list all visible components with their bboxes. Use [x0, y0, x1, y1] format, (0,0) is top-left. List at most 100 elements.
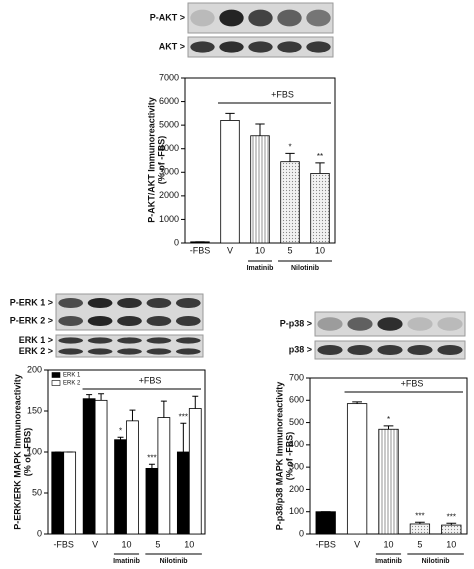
blot-band: [407, 344, 433, 356]
legend-label: ERK 1: [63, 373, 81, 379]
y-tick-label: 7000: [159, 72, 179, 82]
blot-band: [146, 337, 172, 344]
drug-label: Nilotinib: [422, 558, 450, 565]
error-bar: [117, 436, 124, 440]
blot-band: [117, 348, 142, 355]
blot-label: P-ERK 2 >: [10, 315, 53, 325]
error-bar: [285, 152, 295, 162]
y-tick-label: 500: [289, 417, 304, 427]
blot-band: [347, 344, 373, 356]
y-tick-label: 300: [289, 462, 304, 472]
bar: [51, 451, 65, 535]
x-tick-label: V: [354, 539, 360, 549]
blot-band: [117, 297, 142, 309]
significance: *: [387, 415, 390, 424]
blot-band: [87, 315, 113, 327]
y-tick-label: 0: [174, 237, 179, 247]
blot-label: ERK 1 >: [19, 335, 53, 345]
significance: ***: [179, 412, 188, 421]
bar: [250, 135, 270, 244]
x-tick-label: 10: [383, 539, 393, 549]
blot-label: P-AKT >: [150, 12, 185, 22]
blot-band: [277, 41, 302, 53]
error-bar: [415, 521, 425, 524]
significance: **: [317, 152, 323, 161]
x-tick-label: -FBS: [315, 539, 336, 549]
blot-band: [146, 297, 172, 309]
blot-band: [317, 344, 343, 356]
bar: [126, 420, 139, 535]
bar: [176, 451, 190, 535]
blot-band: [248, 41, 273, 53]
y-axis-label: (% of -FBS): [284, 432, 294, 481]
bar: [310, 173, 330, 244]
error-bar: [446, 522, 457, 526]
y-tick-label: 200: [27, 364, 42, 374]
significance: ***: [147, 453, 156, 462]
bar: [157, 417, 171, 535]
bar: [220, 120, 240, 244]
y-tick-label: 100: [27, 446, 42, 456]
x-tick-label: 5: [155, 539, 160, 549]
bar: [441, 524, 462, 535]
blot-band: [190, 41, 215, 53]
blot-label: p38 >: [289, 344, 312, 354]
drug-label: Imatinib: [113, 558, 140, 565]
blot-band: [87, 337, 113, 344]
error-bar: [315, 162, 325, 174]
blot-band: [175, 315, 201, 327]
bar: [63, 451, 77, 535]
bar: [94, 399, 108, 535]
blot-band: [175, 337, 201, 344]
y-tick-label: 4000: [159, 143, 179, 153]
blot-band: [347, 317, 373, 331]
drug-label: Nilotinib: [291, 265, 319, 272]
significance: *: [288, 143, 291, 152]
blot-label: AKT >: [159, 41, 185, 51]
error-bar: [225, 112, 235, 121]
bar: [346, 403, 368, 535]
error-bar: [352, 401, 362, 404]
x-tick-label: 5: [417, 539, 422, 549]
bar: [114, 439, 127, 535]
y-tick-label: 5000: [159, 120, 179, 130]
bar: [145, 467, 159, 535]
blot-band: [58, 297, 84, 309]
blot-band: [306, 9, 331, 27]
blot-band: [219, 9, 244, 27]
error-bar: [148, 463, 155, 469]
blot-label: P-p38 >: [280, 318, 312, 328]
blot-band: [248, 9, 273, 27]
x-tick-label: 10: [255, 245, 265, 255]
y-tick-label: 100: [289, 506, 304, 516]
legend-label: ERK 2: [63, 381, 81, 387]
blot-band: [117, 337, 142, 344]
blot-band: [277, 9, 302, 27]
y-tick-label: 1000: [159, 214, 179, 224]
x-tick-label: 10: [184, 539, 194, 549]
bar: [378, 428, 399, 535]
drug-label: Imatinib: [247, 265, 274, 272]
x-tick-label: V: [92, 539, 98, 549]
y-tick-label: 700: [289, 372, 304, 382]
blot-band: [117, 315, 142, 327]
blot-band: [146, 348, 172, 355]
y-tick-label: 200: [289, 484, 304, 494]
x-tick-label: V: [227, 245, 233, 255]
error-bar: [160, 400, 167, 418]
x-tick-label: 5: [287, 245, 292, 255]
treatment-label: +FBS: [271, 89, 294, 99]
legend-swatch: [51, 380, 61, 386]
error-bar: [98, 393, 105, 401]
x-tick-label: -FBS: [190, 245, 211, 255]
error-bar: [86, 394, 93, 399]
blot-band: [377, 344, 403, 356]
blot-band: [437, 344, 463, 356]
blot-band: [58, 315, 84, 327]
blot-band: [58, 337, 84, 344]
blot-band: [146, 315, 172, 327]
blot-band: [377, 317, 403, 331]
significance: ***: [415, 511, 424, 520]
y-axis-label: P-AKT/AKT Immunoreactivity: [146, 97, 156, 223]
